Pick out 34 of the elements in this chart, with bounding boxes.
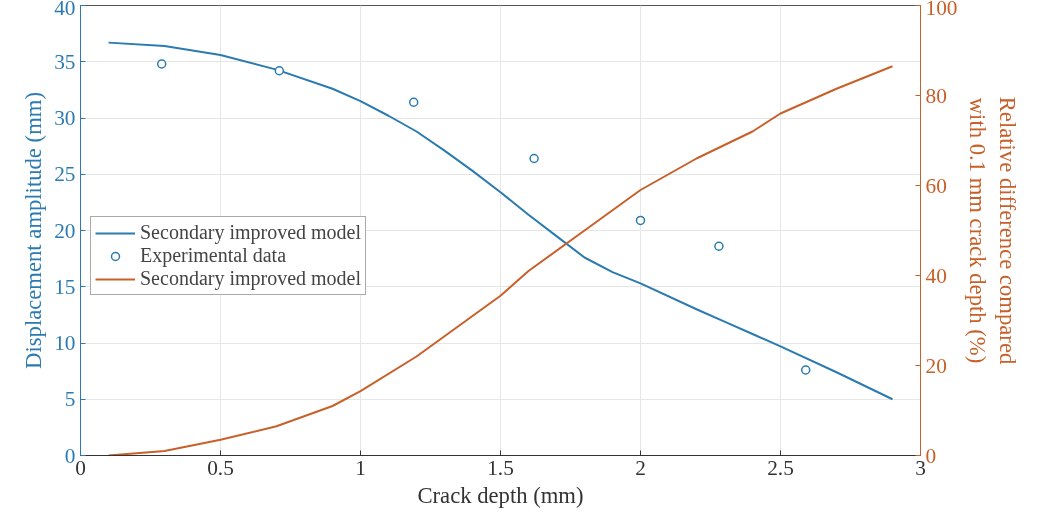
x-tick-label: 3 xyxy=(915,455,926,480)
line-series xyxy=(107,65,894,456)
y-tick-label: 20 xyxy=(54,218,76,243)
y2-tick-label: 60 xyxy=(925,173,947,198)
y-tick-label: 10 xyxy=(54,331,76,355)
legend-label: Secondary improved model xyxy=(140,221,362,244)
y-tick-label: 15 xyxy=(54,274,76,299)
point xyxy=(800,365,811,375)
point xyxy=(408,97,419,107)
x-tick-label: 2 xyxy=(635,455,646,480)
point xyxy=(635,215,646,226)
line-series xyxy=(107,41,894,401)
x-tick-label: 2.5 xyxy=(767,455,794,480)
x-tick-label: 1.5 xyxy=(487,455,514,480)
point xyxy=(156,59,167,69)
y2-tick-label: 20 xyxy=(925,353,947,378)
y-tick-label: 30 xyxy=(54,106,76,130)
y2-tick-label: 40 xyxy=(925,263,947,288)
legend-label: Experimental data xyxy=(140,244,287,267)
x-tick-label: 0.5 xyxy=(207,455,234,480)
y-tick-label: 35 xyxy=(54,49,76,74)
x-axis-title: Crack depth (mm) xyxy=(417,482,584,508)
y-tick-label: 5 xyxy=(64,387,76,412)
legend-label: Secondary improved model xyxy=(140,267,362,290)
point xyxy=(529,153,539,164)
y-axis-title: Displacement amplitude (mm) xyxy=(21,92,47,369)
y-tick-label: 40 xyxy=(54,0,76,20)
y2-tick-label: 100 xyxy=(925,0,958,20)
x-tick-label: 1 xyxy=(355,455,366,480)
y2-tick-label: 80 xyxy=(925,83,947,108)
y2-axis-title: Relative difference compared with 0.1 mm crack depth (%) xyxy=(965,96,1021,365)
point xyxy=(714,241,724,251)
y-tick-label: 25 xyxy=(54,162,76,187)
point xyxy=(274,66,285,76)
